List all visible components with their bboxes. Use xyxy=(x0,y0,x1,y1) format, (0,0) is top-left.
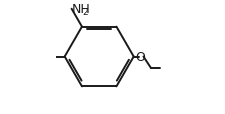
Text: 2: 2 xyxy=(82,8,88,17)
Text: NH: NH xyxy=(72,3,90,16)
Text: O: O xyxy=(135,51,145,63)
